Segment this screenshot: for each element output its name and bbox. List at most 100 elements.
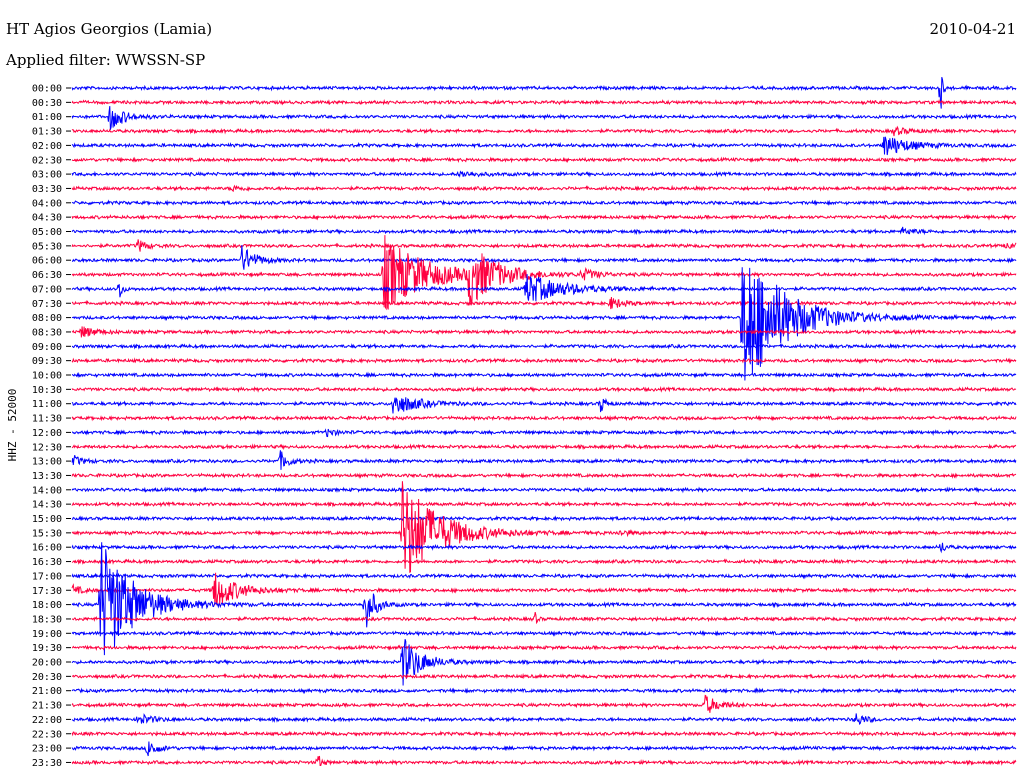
trace-layer bbox=[71, 76, 1017, 766]
time-tick-label: 17:00 bbox=[32, 571, 62, 582]
time-tick-label: 01:00 bbox=[32, 112, 62, 123]
trace-line bbox=[71, 694, 1017, 713]
time-tick-label: 19:30 bbox=[32, 643, 62, 654]
time-tick-label: 11:00 bbox=[32, 399, 62, 410]
time-tick-label: 22:00 bbox=[32, 715, 62, 726]
trace-line bbox=[71, 414, 1017, 422]
trace-line bbox=[71, 326, 1017, 338]
time-tick-label: 06:00 bbox=[32, 256, 62, 267]
trace-line bbox=[71, 472, 1017, 479]
time-tick-label: 16:30 bbox=[32, 557, 62, 568]
trace-line bbox=[71, 755, 1017, 766]
trace-line bbox=[71, 713, 1017, 725]
time-tick-label: 20:00 bbox=[32, 658, 62, 669]
trace-line bbox=[71, 542, 1017, 656]
time-tick-label: 04:30 bbox=[32, 213, 62, 224]
time-tick-label: 00:30 bbox=[32, 98, 62, 109]
trace-line bbox=[71, 98, 1017, 106]
time-tick-label: 04:00 bbox=[32, 198, 62, 209]
time-tick-label: 15:00 bbox=[32, 514, 62, 525]
trace-line bbox=[71, 170, 1017, 178]
time-tick-label: 14:30 bbox=[32, 500, 62, 511]
trace-line bbox=[71, 428, 1017, 438]
trace-line bbox=[71, 558, 1017, 565]
time-tick-label: 23:00 bbox=[32, 744, 62, 755]
trace-line bbox=[71, 730, 1017, 738]
time-tick-label: 10:30 bbox=[32, 385, 62, 396]
trace-line bbox=[71, 687, 1017, 695]
trace-line bbox=[71, 672, 1017, 680]
time-tick-label: 15:30 bbox=[32, 528, 62, 539]
time-tick-label: 13:00 bbox=[32, 457, 62, 468]
time-tick-label: 01:30 bbox=[32, 127, 62, 138]
time-tick-label: 06:30 bbox=[32, 270, 62, 281]
time-tick-label: 08:00 bbox=[32, 313, 62, 324]
trace-line bbox=[71, 357, 1017, 365]
filter-label: Applied filter: WWSSN-SP bbox=[6, 51, 206, 69]
trace-line bbox=[71, 267, 1017, 381]
time-tick-label: 09:30 bbox=[32, 356, 62, 367]
trace-line bbox=[71, 274, 1017, 302]
time-tick-label: 23:30 bbox=[32, 758, 62, 769]
time-tick-label: 05:00 bbox=[32, 227, 62, 238]
time-tick-label: 05:30 bbox=[32, 241, 62, 252]
trace-line bbox=[71, 397, 1017, 414]
time-tick-label: 18:00 bbox=[32, 600, 62, 611]
trace-line bbox=[71, 629, 1017, 637]
time-tick-label: 11:30 bbox=[32, 414, 62, 425]
time-tick-label: 16:00 bbox=[32, 543, 62, 554]
time-tick-label: 13:30 bbox=[32, 471, 62, 482]
trace-line bbox=[71, 296, 1017, 310]
trace-line bbox=[71, 226, 1017, 236]
time-tick-label: 14:00 bbox=[32, 485, 62, 496]
trace-line bbox=[71, 385, 1017, 393]
trace-line bbox=[71, 572, 1017, 580]
trace-line bbox=[71, 572, 1017, 606]
time-tick-label: 18:30 bbox=[32, 614, 62, 625]
trace-line bbox=[71, 76, 1017, 109]
trace-line bbox=[71, 371, 1017, 379]
time-tick-label: 07:30 bbox=[32, 299, 62, 310]
trace-line bbox=[71, 125, 1017, 137]
time-tick-label: 03:30 bbox=[32, 184, 62, 195]
trace-line bbox=[71, 741, 1017, 757]
time-tick-label: 03:00 bbox=[32, 170, 62, 181]
time-tick-label: 00:00 bbox=[32, 84, 62, 95]
time-tick-label: 12:00 bbox=[32, 428, 62, 439]
trace-line bbox=[71, 542, 1017, 554]
channel-label: HHZ - 52000 bbox=[6, 389, 19, 462]
trace-line bbox=[71, 136, 1017, 156]
trace-line bbox=[71, 443, 1017, 451]
station-title: HT Agios Georgios (Lamia) bbox=[6, 20, 213, 38]
trace-line bbox=[71, 106, 1017, 130]
trace-line bbox=[71, 342, 1017, 350]
time-tick-label: 21:00 bbox=[32, 686, 62, 697]
trace-line bbox=[71, 213, 1017, 221]
trace-line bbox=[71, 450, 1017, 470]
time-tick-label: 08:30 bbox=[32, 327, 62, 338]
trace-line bbox=[71, 486, 1016, 494]
trace-line bbox=[71, 611, 1017, 625]
trace-line bbox=[71, 500, 1017, 508]
trace-line bbox=[71, 514, 1017, 522]
time-tick-label: 09:00 bbox=[32, 342, 62, 353]
time-tick-label: 02:30 bbox=[32, 155, 62, 166]
time-tick-label: 22:30 bbox=[32, 729, 62, 740]
trace-line bbox=[71, 639, 1017, 686]
tick-layer: 00:00 00:30 01:00 01:30 02:00 02:30 03:00 03:30… bbox=[32, 84, 71, 769]
time-tick-label: 20:30 bbox=[32, 672, 62, 683]
trace-line bbox=[71, 239, 1017, 252]
time-tick-label: 07:00 bbox=[32, 284, 62, 295]
time-tick-label: 19:00 bbox=[32, 629, 62, 640]
trace-line bbox=[71, 199, 1017, 207]
trace-line bbox=[71, 235, 1017, 311]
trace-line bbox=[71, 481, 1017, 574]
time-tick-label: 12:30 bbox=[32, 442, 62, 453]
date-label: 2010-04-21 bbox=[929, 20, 1016, 38]
trace-line bbox=[71, 184, 1017, 193]
time-tick-label: 02:00 bbox=[32, 141, 62, 152]
time-tick-label: 17:30 bbox=[32, 586, 62, 597]
trace-line bbox=[72, 244, 1017, 270]
time-tick-label: 21:30 bbox=[32, 701, 62, 712]
